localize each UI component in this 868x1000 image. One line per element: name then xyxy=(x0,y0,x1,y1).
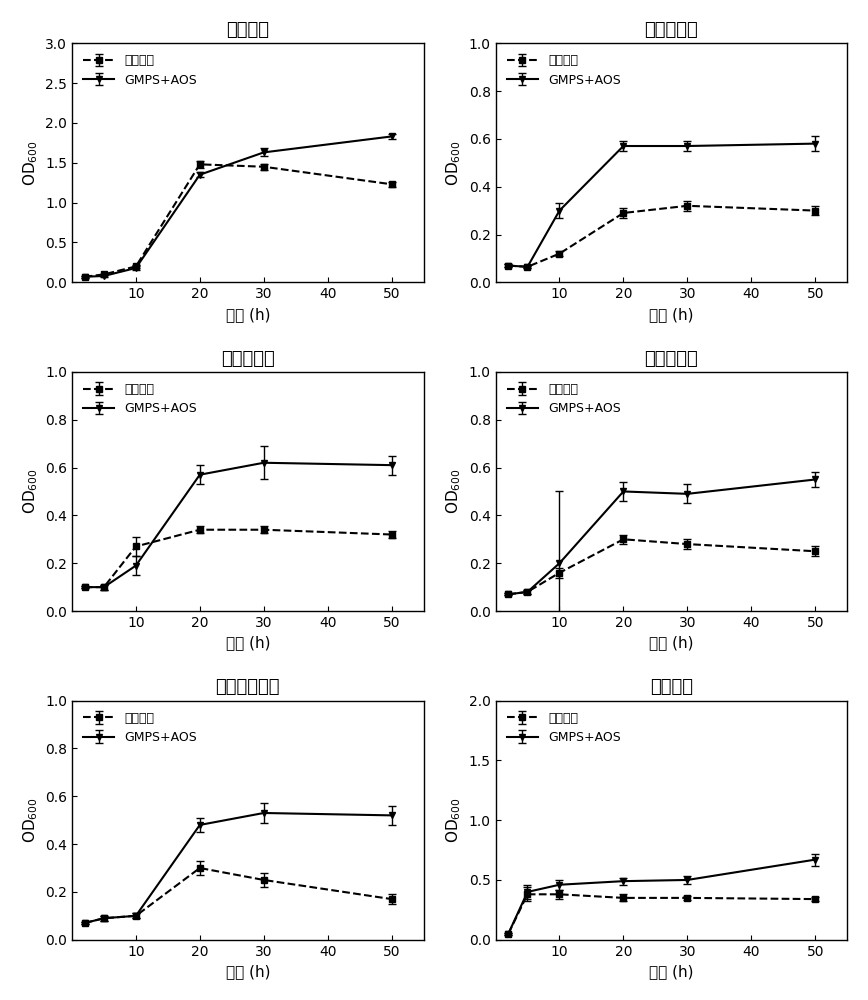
Title: 戊糖片球菌: 戊糖片球菌 xyxy=(220,350,274,368)
Legend: 甘露聚糖, GMPS+AOS: 甘露聚糖, GMPS+AOS xyxy=(78,49,202,92)
X-axis label: 时间 (h): 时间 (h) xyxy=(649,635,694,650)
Title: 两歧双歧杆菌: 两歧双歧杆菌 xyxy=(215,678,280,696)
Title: 丁酸梭菌: 丁酸梭菌 xyxy=(227,21,269,39)
X-axis label: 时间 (h): 时间 (h) xyxy=(226,964,270,979)
Y-axis label: OD$_{600}$: OD$_{600}$ xyxy=(444,797,464,843)
Y-axis label: OD$_{600}$: OD$_{600}$ xyxy=(21,469,40,514)
X-axis label: 时间 (h): 时间 (h) xyxy=(226,307,270,322)
Title: 乳双歧杆菌: 乳双歧杆菌 xyxy=(644,350,698,368)
Y-axis label: OD$_{600}$: OD$_{600}$ xyxy=(444,469,464,514)
Y-axis label: OD$_{600}$: OD$_{600}$ xyxy=(444,140,464,186)
Legend: 甘露聚糖, GMPS+AOS: 甘露聚糖, GMPS+AOS xyxy=(502,707,626,749)
Title: 短双歧杆菌: 短双歧杆菌 xyxy=(644,21,698,39)
X-axis label: 时间 (h): 时间 (h) xyxy=(649,964,694,979)
Legend: 甘露聚糖, GMPS+AOS: 甘露聚糖, GMPS+AOS xyxy=(78,707,202,749)
Title: 大肠杆菌: 大肠杆菌 xyxy=(650,678,693,696)
Y-axis label: OD$_{600}$: OD$_{600}$ xyxy=(21,797,40,843)
Y-axis label: OD$_{600}$: OD$_{600}$ xyxy=(21,140,40,186)
X-axis label: 时间 (h): 时间 (h) xyxy=(226,635,270,650)
X-axis label: 时间 (h): 时间 (h) xyxy=(649,307,694,322)
Legend: 甘露聚糖, GMPS+AOS: 甘露聚糖, GMPS+AOS xyxy=(502,49,626,92)
Legend: 甘露聚糖, GMPS+AOS: 甘露聚糖, GMPS+AOS xyxy=(502,378,626,420)
Legend: 甘露聚糖, GMPS+AOS: 甘露聚糖, GMPS+AOS xyxy=(78,378,202,420)
